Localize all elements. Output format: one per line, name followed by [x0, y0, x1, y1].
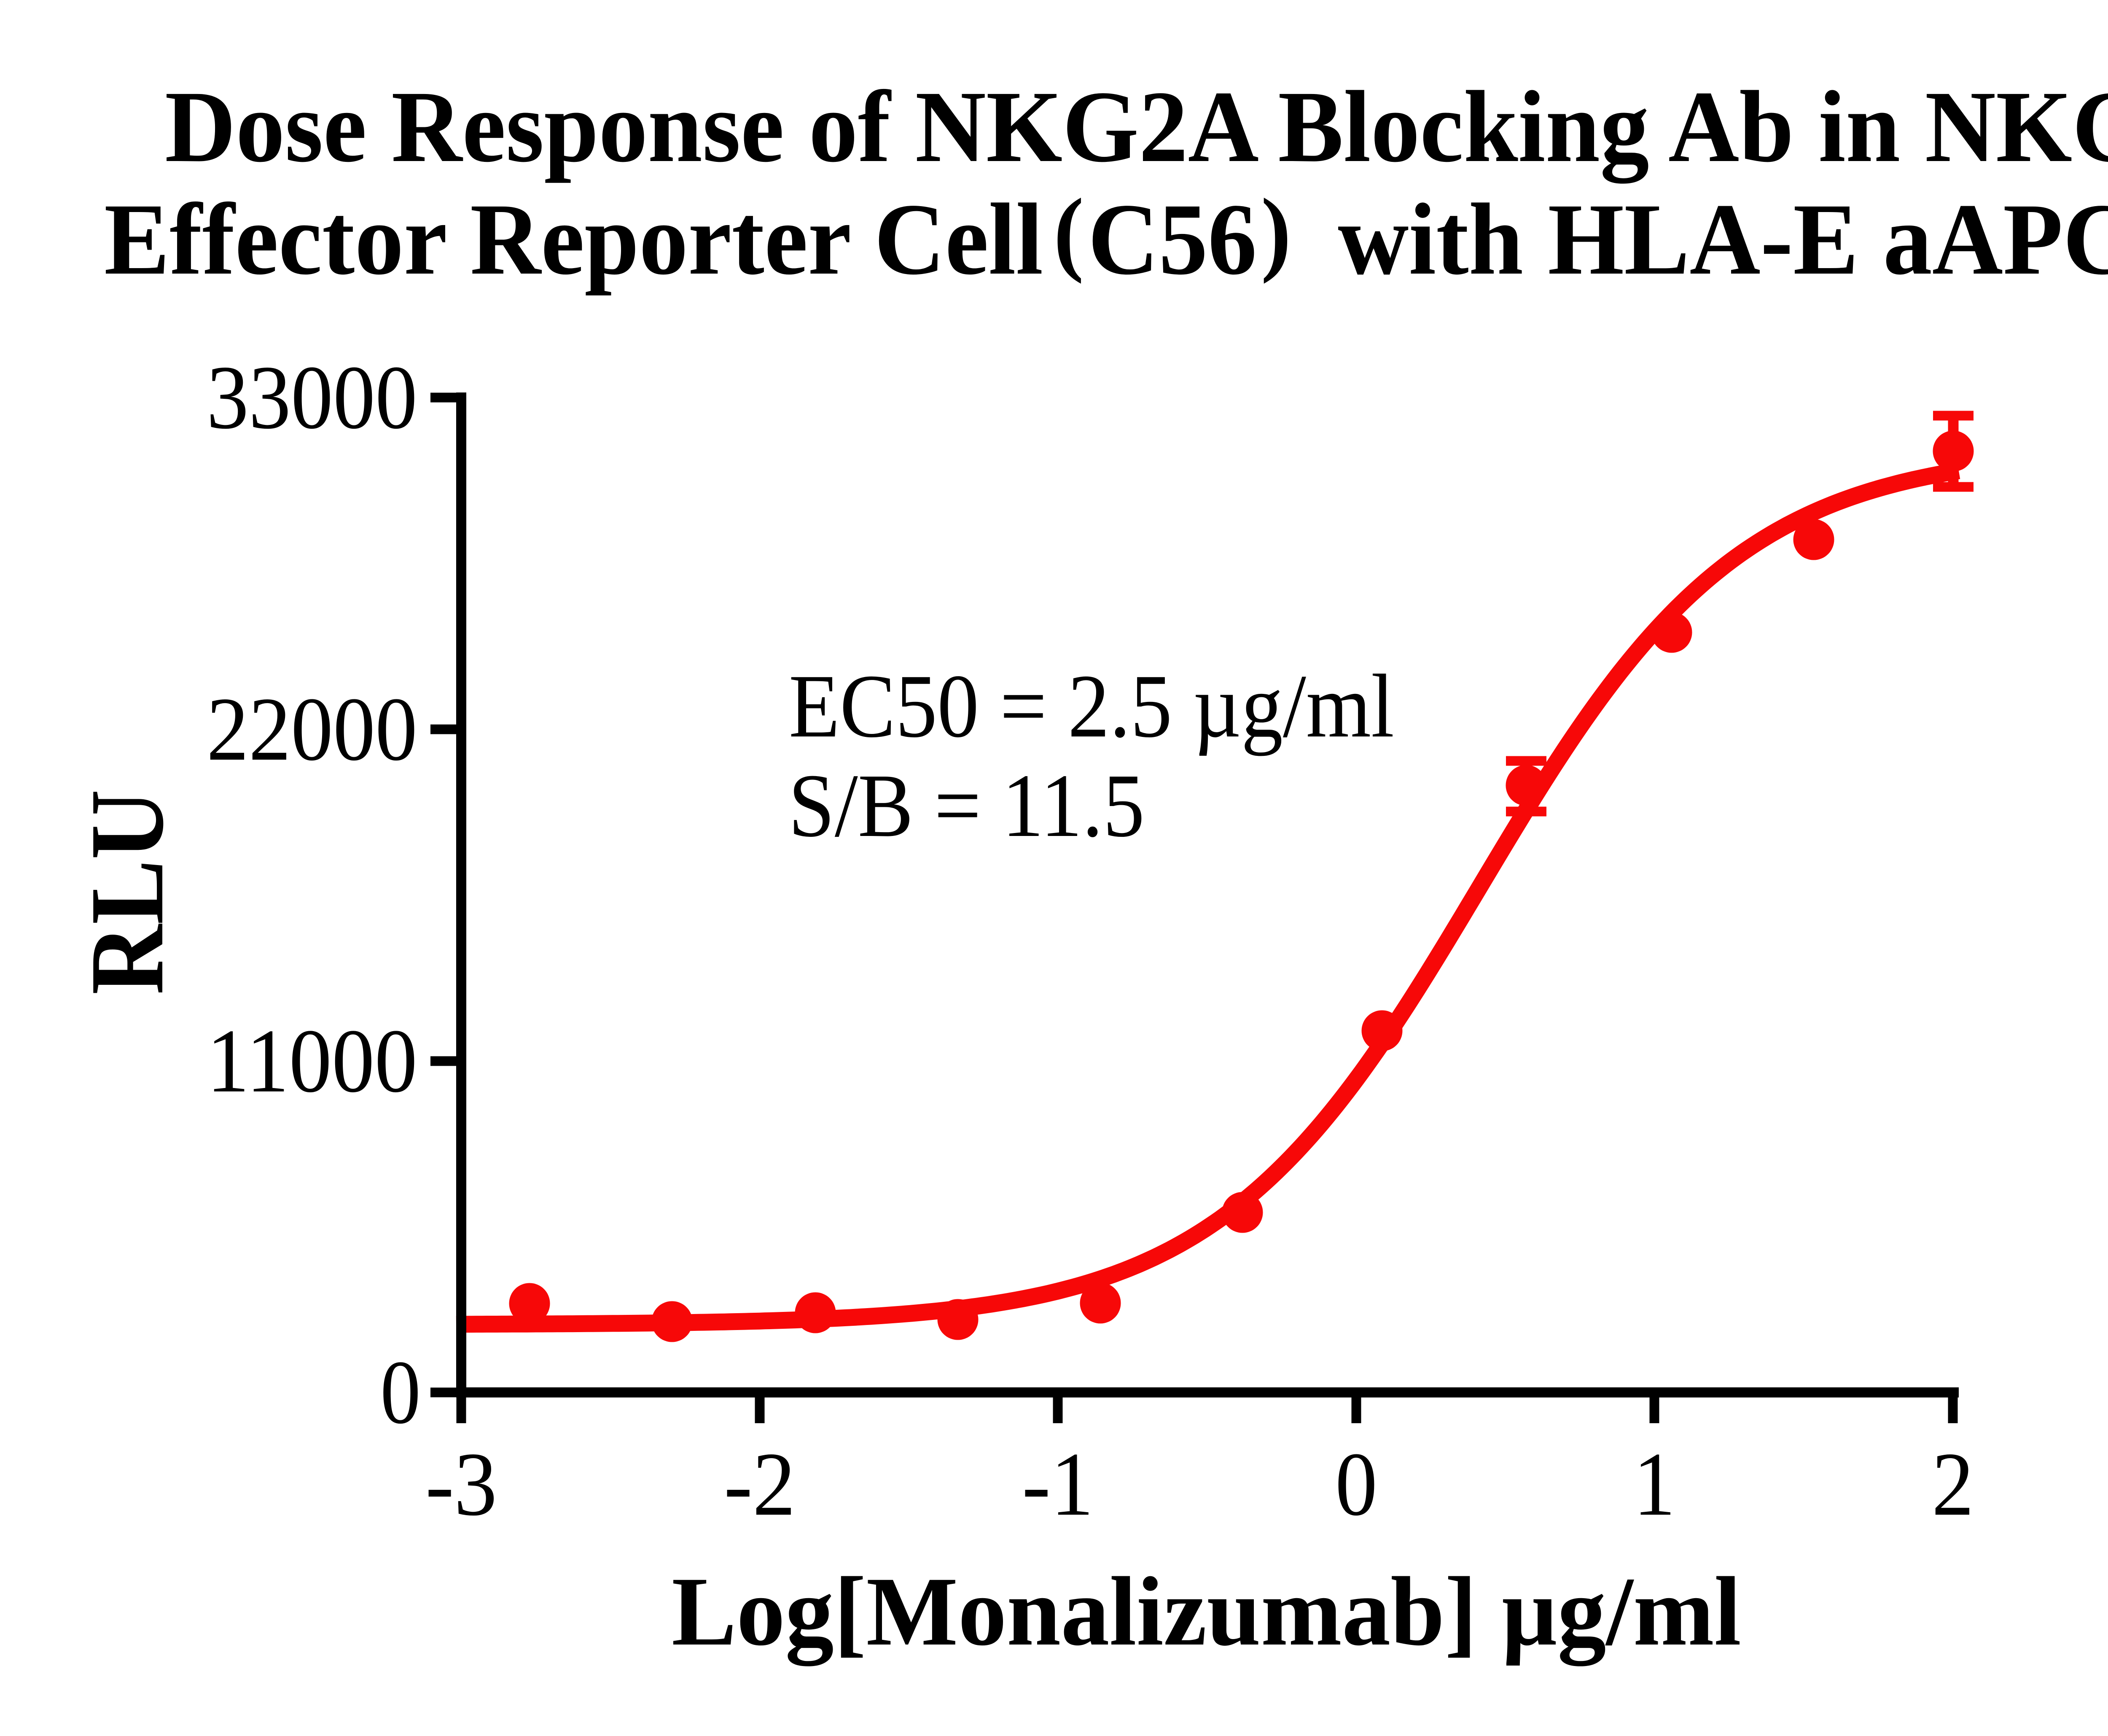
- svg-text:Effector Reporter Cell(C56) wi: Effector Reporter Cell(C56) with HLA-E a…: [104, 179, 2108, 296]
- svg-text:2: 2: [1932, 1434, 1974, 1534]
- svg-text:S/B = 11.5: S/B = 11.5: [788, 755, 1145, 856]
- svg-text:0: 0: [380, 1342, 421, 1443]
- svg-text:-2: -2: [724, 1434, 796, 1534]
- svg-text:Dose Response of NKG2A Blockin: Dose Response of NKG2A Blocking Ab in NK…: [165, 70, 2108, 184]
- svg-text:33000: 33000: [207, 347, 417, 448]
- svg-text:RLU: RLU: [69, 790, 186, 995]
- svg-text:Log[Monalizumab] µg/ml: Log[Monalizumab] µg/ml: [672, 1556, 1741, 1666]
- svg-text:22000: 22000: [207, 679, 417, 779]
- svg-text:-1: -1: [1022, 1434, 1094, 1534]
- svg-text:-3: -3: [425, 1434, 497, 1534]
- svg-text:EC50 = 2.5 µg/ml: EC50 = 2.5 µg/ml: [789, 656, 1394, 756]
- svg-text:0: 0: [1335, 1434, 1377, 1534]
- svg-text:11000: 11000: [207, 1010, 417, 1111]
- svg-text:1: 1: [1633, 1434, 1675, 1534]
